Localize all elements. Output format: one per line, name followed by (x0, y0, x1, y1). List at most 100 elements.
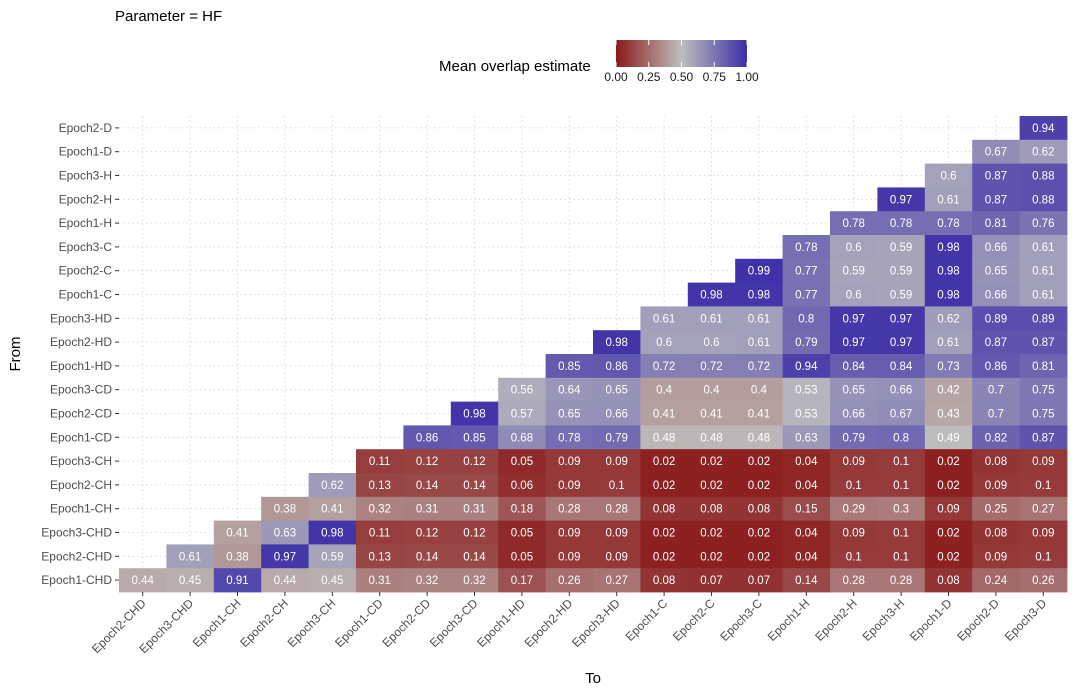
cell-value-label: 0.78 (795, 242, 817, 254)
heatmap-cell (830, 235, 878, 260)
cell-value-label: 0.97 (843, 313, 865, 325)
cell-value-label: 0.91 (226, 575, 248, 587)
heatmap-cell (640, 401, 689, 426)
heatmap-cell (545, 520, 594, 545)
cell-value-label: 0.62 (321, 480, 343, 492)
heatmap-cell (782, 401, 831, 426)
heatmap-cell (972, 258, 1020, 283)
cell-value-label: 0.38 (226, 551, 248, 563)
cell-value-label: 0.3 (893, 504, 909, 516)
heatmap-cell (1019, 473, 1068, 498)
heatmap-cell (735, 520, 783, 545)
heatmap-cell (450, 473, 499, 498)
cell-value-label: 0.65 (606, 385, 628, 397)
heatmap-cell (593, 473, 641, 498)
heatmap-cell (593, 449, 641, 474)
heatmap-cell (830, 401, 878, 426)
cell-value-label: 0.86 (416, 432, 438, 444)
cell-value-label: 0.41 (700, 409, 722, 421)
cell-value-label: 0.61 (937, 337, 959, 349)
cell-value-label: 0.87 (1032, 432, 1054, 444)
heatmap-cell (924, 544, 973, 569)
heatmap-cell (830, 496, 878, 521)
heatmap-cell (687, 330, 736, 355)
cell-value-label: 0.63 (274, 528, 296, 540)
cell-value-label: 0.04 (795, 528, 818, 540)
cell-value-label: 0.75 (1032, 409, 1054, 421)
x-tick-label: Epoch3-CD (427, 596, 481, 650)
heatmap-cell (782, 544, 831, 569)
cell-value-label: 0.02 (748, 480, 770, 492)
cell-value-label: 0.65 (558, 409, 580, 421)
cell-value-label: 0.82 (985, 432, 1007, 444)
heatmap-cell (308, 496, 357, 521)
heatmap-cell (830, 544, 878, 569)
cell-value-label: 0.02 (700, 456, 722, 468)
cell-value-label: 0.26 (558, 575, 580, 587)
heatmap-cell (782, 258, 831, 283)
cell-value-label: 0.15 (795, 504, 817, 516)
cell-value-label: 0.05 (511, 551, 533, 563)
heatmap-cell (830, 425, 878, 450)
heatmap-cell (877, 282, 926, 307)
heatmap-cell (640, 473, 689, 498)
heatmap-cell (356, 544, 404, 569)
heatmap-cell (877, 425, 926, 450)
legend-tick-label: 0.00 (604, 70, 628, 84)
heatmap-cell (687, 377, 736, 402)
heatmap-cell (261, 544, 309, 569)
x-tick-label: Epoch1-CD (332, 596, 386, 650)
y-axis-title: From (7, 337, 24, 372)
y-tick-label: Epoch2-D (59, 121, 113, 135)
cell-value-label: 0.41 (653, 409, 675, 421)
cell-value-label: 0.41 (226, 528, 248, 540)
heatmap-cell (782, 354, 831, 379)
heatmap-cell (972, 282, 1020, 307)
cell-value-label: 0.44 (132, 575, 155, 587)
heatmap-cell (972, 496, 1020, 521)
heatmap-cell (498, 544, 546, 569)
heatmap-cell (972, 187, 1020, 212)
cell-value-label: 0.77 (795, 290, 817, 302)
cell-value-label: 0.42 (937, 385, 959, 397)
cell-value-label: 0.98 (937, 290, 959, 302)
y-tick-label: Epoch3-CH (50, 454, 112, 468)
cell-value-label: 0.67 (890, 409, 912, 421)
cell-value-label: 0.13 (369, 551, 391, 563)
cell-value-label: 0.41 (321, 504, 343, 516)
cell-value-label: 0.7 (988, 385, 1004, 397)
x-tick-label: Epoch1-CH (190, 596, 244, 650)
heatmap-cell (782, 568, 831, 593)
cell-value-label: 0.08 (985, 528, 1007, 540)
cell-value-label: 0.1 (846, 480, 862, 492)
cell-value-label: 0.45 (321, 575, 343, 587)
cell-value-label: 0.99 (748, 266, 770, 278)
cell-value-label: 0.56 (511, 385, 533, 397)
heatmap-cell (830, 520, 878, 545)
cell-value-label: 0.89 (1032, 313, 1054, 325)
heatmap-cell (830, 568, 878, 593)
heatmap-cell (830, 211, 878, 236)
cell-value-label: 0.09 (558, 551, 580, 563)
cell-value-label: 0.1 (893, 480, 909, 492)
cell-value-label: 0.08 (937, 575, 959, 587)
cell-value-label: 0.32 (416, 575, 438, 587)
heatmap-cell (782, 473, 831, 498)
chart-title: Parameter = HF (115, 8, 222, 25)
cell-value-label: 0.14 (416, 480, 439, 492)
cell-value-label: 0.77 (795, 266, 817, 278)
cell-value-label: 0.88 (1032, 194, 1054, 206)
cell-value-label: 0.64 (558, 385, 581, 397)
cell-value-label: 0.09 (558, 528, 580, 540)
heatmap-cell (877, 401, 926, 426)
heatmap-cell (924, 306, 973, 331)
heatmap-cell (1019, 449, 1068, 474)
legend-title: Mean overlap estimate (439, 58, 591, 75)
heatmap-cell (972, 520, 1020, 545)
cell-value-label: 0.24 (985, 575, 1008, 587)
y-tick-label: Epoch1-CH (50, 502, 112, 516)
cell-value-label: 0.11 (369, 456, 391, 468)
heatmap-cell (830, 354, 878, 379)
heatmap-cell (213, 520, 262, 545)
